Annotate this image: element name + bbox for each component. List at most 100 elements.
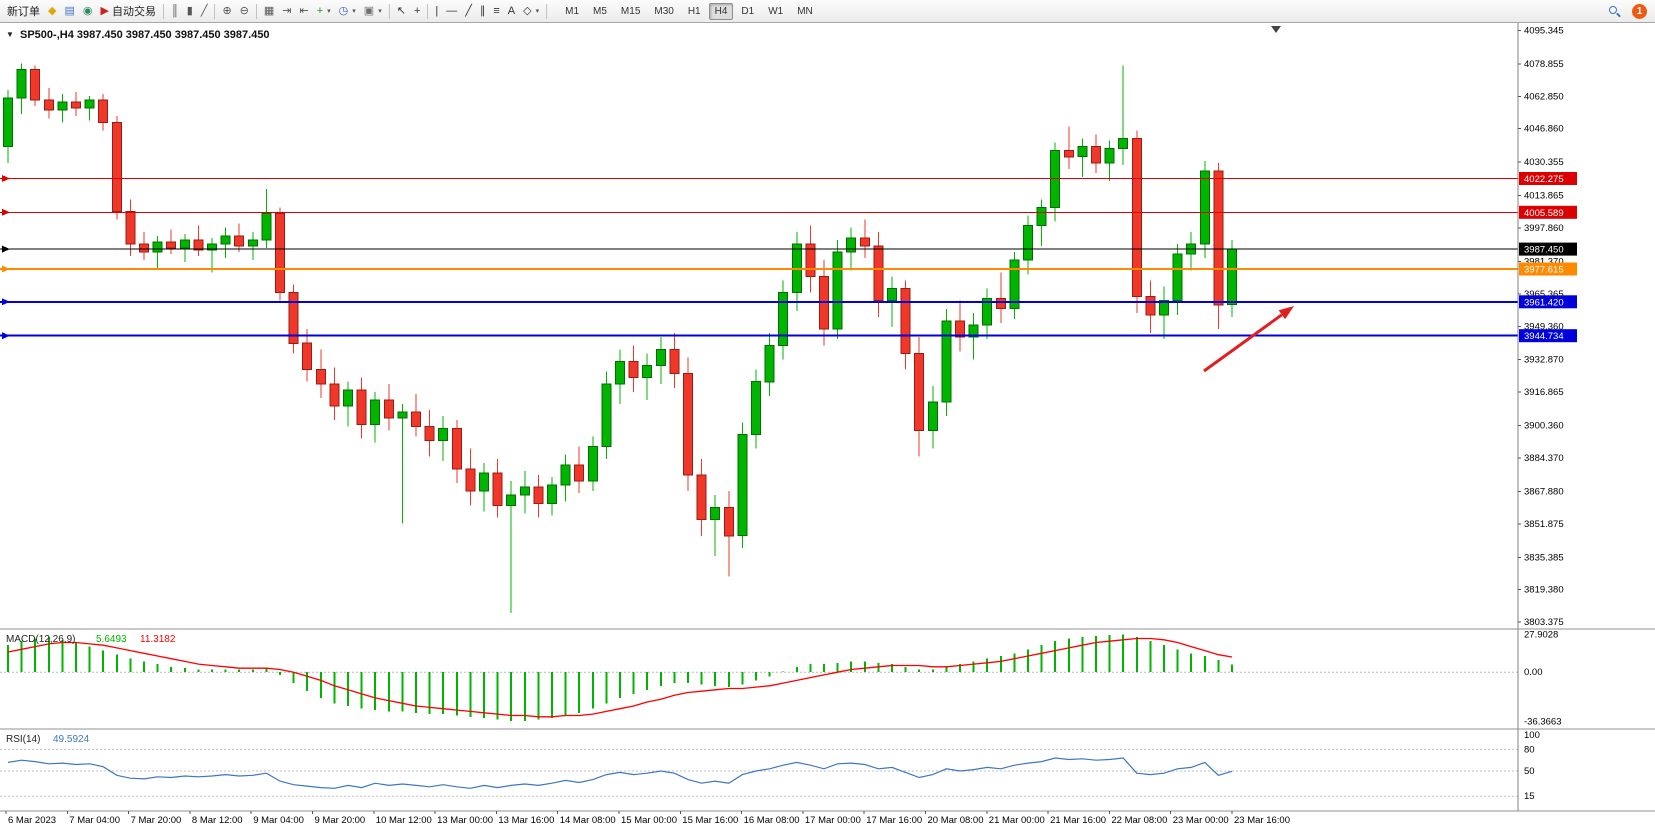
candle-body [1077,146,1088,158]
candle-body [343,389,353,407]
macd-label: MACD(12,26,9) [6,634,75,645]
zoom-in-glyph-icon: ⊕ [222,4,232,17]
zoom-out-icon[interactable]: ⊖ [236,2,253,21]
arrows-icon[interactable]: ◇ ▾ [519,2,543,21]
candle-body [356,389,367,425]
periods-icon[interactable]: ◷ ▾ [335,2,360,21]
timeframe-button-mn[interactable]: MN [791,3,819,20]
metaquotes-icon[interactable]: ◆ [44,2,60,21]
data-window-icon[interactable]: ◉ [79,2,97,21]
candle-body [859,237,870,247]
timeframe-button-d1[interactable]: D1 [735,3,760,20]
timeframe-button-m30[interactable]: M30 [648,3,679,20]
chart-shift-icon[interactable]: ⇤ [296,2,313,21]
fibonacci-icon[interactable]: ≡ [489,2,503,21]
market-watch-icon[interactable]: ▤ [60,2,78,21]
timeframe-button-m1[interactable]: M1 [559,3,585,20]
candle-body [451,427,462,470]
crosshair-glyph-icon: + [413,4,421,17]
candle-body [968,324,979,338]
candle-body [574,464,585,482]
annotation-arrow-shaft[interactable] [1203,313,1283,373]
annotation-arrow[interactable] [1203,306,1294,373]
rsi-axis-label: 15 [1524,791,1535,802]
timeframe-button-h1[interactable]: H1 [682,3,707,20]
level-left-marker [2,245,10,253]
candle-body [1118,138,1129,150]
candle-body [737,433,748,537]
timeframe-group: M1 M5 M15 M30 H1 H4 D1 W1 MN [558,2,820,20]
candle-body [288,292,299,344]
time-tick-label: 23 Mar 00:00 [1173,815,1229,826]
timeframe-button-m15[interactable]: M15 [615,3,646,20]
candle-body [261,213,272,241]
toolbar-separator [162,3,164,19]
price-tick-label: 3851.875 [1524,519,1564,530]
crosshair-icon[interactable]: + [410,2,424,21]
level-price-tag-text: 3961.420 [1524,297,1564,308]
bar-chart-icon[interactable]: ║ [167,2,183,21]
candle-body [887,288,897,302]
chart-canvas[interactable]: 4095.345 4078.855 4062.850 4046.860 4030.355… [0,23,1655,827]
candle-body [30,69,41,101]
price-tick-label: 4062.850 [1524,91,1564,102]
zoom-in-icon[interactable]: ⊕ [218,2,235,21]
price-tick-label: 3884.370 [1524,453,1564,464]
cursor-glyph-icon: ↖ [396,4,406,17]
candle-body [1227,248,1237,306]
time-tick-label: 8 Mar 12:00 [192,815,243,826]
toolbar-separator [427,3,429,19]
price-tick-label: 3932.870 [1524,355,1564,366]
data-window-glyph-icon: ◉ [82,4,93,17]
chart-shift-marker[interactable] [1271,26,1281,33]
notification-badge[interactable]: 1 [1632,3,1647,19]
rsi-label: RSI(14) [6,734,40,745]
rsi-axis-label: 100 [1524,730,1540,741]
text-icon[interactable]: A [504,2,519,21]
new-order-button[interactable]: 新订单 [3,2,44,21]
indicators-glyph-icon: + [316,4,324,17]
channel-icon[interactable]: ∥ [476,2,490,21]
vertical-line-glyph-icon: | [435,4,439,17]
horizontal-line-icon[interactable]: — [442,2,461,21]
candle-body [1009,259,1020,310]
candle-body [1050,150,1061,208]
price-tick-label: 4046.860 [1524,124,1564,135]
timeframe-button-m5[interactable]: M5 [587,3,613,20]
candle-body [329,383,340,407]
candle-body [370,399,381,425]
candle-body [941,320,952,403]
price-axis: 4095.345 4078.855 4062.850 4046.860 4030.355… [1518,25,1564,628]
level-left-marker [2,175,10,182]
auto-scroll-icon[interactable]: ⇥ [278,2,295,21]
time-tick-label: 17 Mar 16:00 [866,815,922,826]
price-tick-label: 3900.360 [1524,421,1564,432]
line-chart-icon[interactable]: ╱ [197,2,212,21]
level-price-tag-text: 4005.589 [1524,208,1564,219]
vertical-line-icon[interactable]: | [431,2,442,21]
time-tick-label: 21 Mar 16:00 [1050,815,1106,826]
tile-windows-icon[interactable]: ▦ [260,2,278,21]
candlestick-chart-icon[interactable]: ▮ [183,2,197,21]
time-tick-label: 7 Mar 20:00 [131,815,182,826]
trendline-icon[interactable]: ╱ [461,2,476,21]
indicators-icon[interactable]: + ▾ [313,2,335,21]
time-axis[interactable]: 6 Mar 2023 7 Mar 04:00 7 Mar 20:00 8 Mar 12… [5,811,1290,826]
candle-body [1199,170,1210,245]
periods-glyph-icon: ◷ [338,4,349,17]
candle-body [1172,253,1183,302]
candle-body [207,243,217,251]
search-button[interactable] [1604,2,1625,21]
chart-menu-caret[interactable]: ▼ [6,30,14,39]
timeframe-button-w1[interactable]: W1 [762,3,789,20]
autotrading-button[interactable]: ▶ 自动交易 [96,2,159,21]
candle-body [3,97,13,148]
level-price-tag [1519,242,1577,256]
level-price-tag [1519,172,1577,185]
rsi-axis-label: 50 [1524,766,1535,777]
cursor-icon[interactable]: ↖ [393,2,410,21]
dropdown-caret-icon: ▾ [352,8,356,15]
templates-icon[interactable]: ▣ ▾ [360,2,386,21]
chart-shift-glyph-icon: ⇤ [299,4,309,17]
timeframe-button-h4[interactable]: H4 [708,2,734,20]
